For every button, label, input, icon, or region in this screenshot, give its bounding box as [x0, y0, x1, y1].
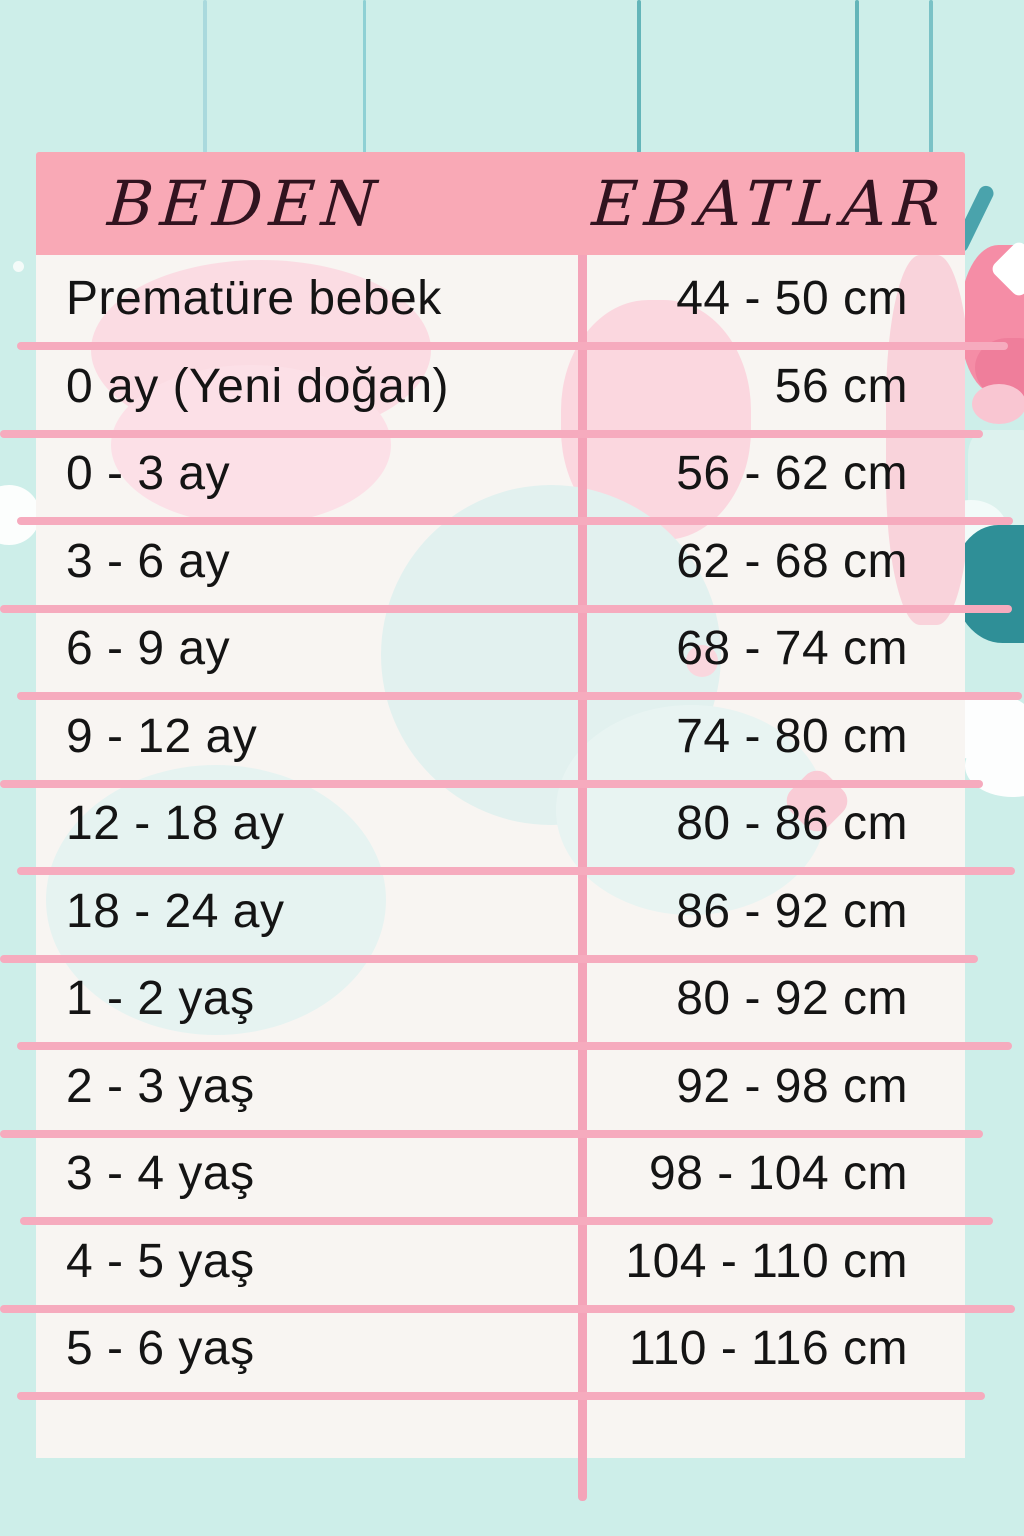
- table-header: BEDEN EBATLAR: [36, 152, 965, 255]
- soft-blob-decoration: [111, 365, 391, 525]
- table-row: 1 - 2 yaş 80 - 92 cm: [36, 955, 965, 1043]
- size-cell: 1 - 2 yaş: [66, 972, 255, 1026]
- table-rows: Prematüre bebek 44 - 50 cm 0 ay (Yeni do…: [36, 255, 965, 1458]
- column-divider-line: [578, 255, 587, 1501]
- range-cell: 92 - 98 cm: [676, 1059, 908, 1113]
- row-separator-line: [17, 692, 1022, 700]
- header-col-beden: BEDEN: [105, 167, 386, 240]
- range-cell: 68 - 74 cm: [676, 622, 908, 676]
- table-row: 3 - 6 ay 62 - 68 cm: [36, 518, 965, 606]
- range-cell: 104 - 110 cm: [625, 1234, 908, 1288]
- size-cell: 6 - 9 ay: [66, 622, 231, 676]
- table-row: 6 - 9 ay 68 - 74 cm: [36, 605, 965, 693]
- table-row: 0 - 3 ay 56 - 62 cm: [36, 430, 965, 518]
- row-separator-line: [0, 1130, 983, 1138]
- table-row: 12 - 18 ay 80 - 86 cm: [36, 780, 965, 868]
- table-row: 3 - 4 yaş 98 - 104 cm: [36, 1130, 965, 1218]
- size-cell: 3 - 4 yaş: [66, 1147, 255, 1201]
- range-cell: 74 - 80 cm: [676, 709, 908, 763]
- range-cell: 86 - 92 cm: [676, 884, 908, 938]
- row-separator-line: [17, 342, 1008, 350]
- header-col-ebatlar: EBATLAR: [589, 167, 951, 240]
- soft-blob-decoration: [46, 765, 386, 1035]
- range-cell: 80 - 92 cm: [676, 972, 908, 1026]
- range-cell: 56 - 62 cm: [676, 447, 908, 501]
- size-cell: 3 - 6 ay: [66, 534, 231, 588]
- range-cell: 110 - 116 cm: [628, 1322, 908, 1376]
- soft-blob-decoration: [556, 705, 826, 915]
- pink-patch-decoration: [972, 384, 1024, 424]
- range-cell: 98 - 104 cm: [649, 1147, 908, 1201]
- range-cell: 62 - 68 cm: [676, 534, 908, 588]
- hanging-line-decoration: [929, 0, 933, 153]
- size-cell: 2 - 3 yaş: [66, 1059, 255, 1113]
- size-cell: 5 - 6 yaş: [66, 1322, 255, 1376]
- row-separator-line: [0, 955, 978, 963]
- size-cell: 18 - 24 ay: [66, 884, 285, 938]
- row-separator-line: [17, 1392, 985, 1400]
- table-row: 5 - 6 yaş 110 - 116 cm: [36, 1305, 965, 1393]
- row-separator-line: [17, 517, 1013, 525]
- size-cell: 0 ay (Yeni doğan): [66, 359, 450, 413]
- size-cell: 9 - 12 ay: [66, 709, 258, 763]
- row-separator-line: [0, 430, 983, 438]
- cloud-decoration: [0, 485, 40, 545]
- row-separator-line: [0, 780, 983, 788]
- range-cell: 44 - 50 cm: [676, 272, 908, 326]
- table-row: 0 ay (Yeni doğan) 56 cm: [36, 343, 965, 431]
- row-separator-line: [0, 605, 1012, 613]
- row-separator-line: [17, 1042, 1012, 1050]
- dot-decoration: [13, 261, 24, 272]
- row-separator-line: [0, 1305, 1015, 1313]
- table-row: 9 - 12 ay 74 - 80 cm: [36, 693, 965, 781]
- table-row: 2 - 3 yaş 92 - 98 cm: [36, 1043, 965, 1131]
- range-cell: 56 cm: [774, 359, 908, 413]
- size-cell: 0 - 3 ay: [66, 447, 231, 501]
- table-row: 18 - 24 ay 86 - 92 cm: [36, 868, 965, 956]
- table-row: Prematüre bebek 44 - 50 cm: [36, 255, 965, 343]
- size-cell: Prematüre bebek: [66, 272, 442, 326]
- range-cell: 80 - 86 cm: [676, 797, 908, 851]
- hanging-line-decoration: [363, 0, 366, 153]
- row-separator-line: [20, 1217, 993, 1225]
- table-row: 4 - 5 yaş 104 - 110 cm: [36, 1218, 965, 1306]
- hanging-line-decoration: [855, 0, 859, 153]
- row-separator-line: [17, 867, 1015, 875]
- hanging-line-decoration: [203, 0, 207, 153]
- soft-blob-decoration: [686, 645, 718, 677]
- size-cell: 12 - 18 ay: [66, 797, 285, 851]
- hanging-line-decoration: [637, 0, 641, 153]
- soft-blob-decoration: [886, 255, 965, 625]
- size-cell: 4 - 5 yaş: [66, 1234, 255, 1288]
- table-body: Prematüre bebek 44 - 50 cm 0 ay (Yeni do…: [36, 255, 965, 1458]
